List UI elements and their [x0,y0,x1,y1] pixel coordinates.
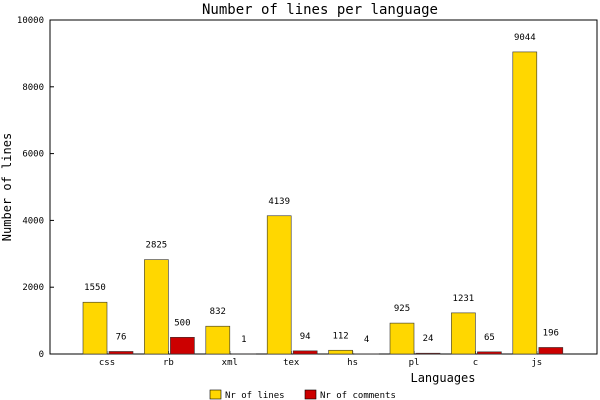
plot-frame [49,19,598,355]
x-axis-title: Languages [410,371,475,385]
value-label-comments-css: 76 [116,332,127,342]
y-axis-title: Number of lines [0,133,14,241]
x-tick-label-c: c [473,358,478,368]
x-tick-label-pl: pl [409,358,420,368]
value-label-lines-pl: 925 [394,304,410,314]
chart-title: Number of lines per language [202,2,438,18]
x-tick-label-xml: xml [222,358,238,368]
x-tick-label-css: css [99,358,115,368]
value-label-comments-rb: 500 [174,318,190,328]
x-tick-label-js: js [531,358,542,368]
x-tick-label-rb: rb [163,358,174,368]
value-label-comments-xml: 1 [241,335,246,345]
y-tick-label: 8000 [22,83,44,93]
legend-label-comments: Nr of comments [320,391,396,400]
value-label-lines-css: 1550 [84,283,106,293]
bar-lines-xml [205,325,231,355]
legend-swatch-comments [304,389,317,400]
bar-comments-c [477,351,502,355]
value-label-comments-js: 196 [543,328,559,338]
bar-lines-pl [389,322,415,355]
bar-comments-js [538,347,564,355]
bar-lines-hs [328,349,353,355]
value-label-lines-xml: 832 [210,307,226,317]
bar-comments-rb [170,336,195,355]
bar-lines-c [451,312,476,355]
legend-item-lines: Nr of lines [209,389,285,400]
bars-group [82,51,564,355]
value-label-lines-c: 1231 [453,294,475,304]
y-tick-label: 2000 [22,283,44,293]
y-tick-label: 6000 [22,150,44,160]
value-labels-group: 1550 76 2825 500 832 1 4139 94 112 4 925 24 1231 65 90… [84,33,559,345]
x-tick-label-tex: tex [283,358,300,368]
value-label-comments-tex: 94 [300,332,311,342]
value-label-comments-hs: 4 [364,335,369,345]
value-label-comments-c: 65 [484,333,495,343]
bar-comments-css [108,351,134,355]
bar-lines-js [512,51,538,355]
y-tick-label: 10000 [17,16,44,26]
bar-lines-css [82,301,108,355]
legend-item-comments: Nr of comments [304,389,396,400]
value-label-comments-pl: 24 [423,334,434,344]
plot-area: 0 2000 4000 6000 8000 10000 css rb xml tex hs pl c j… [17,16,598,368]
value-label-lines-hs: 112 [332,331,348,341]
value-label-lines-tex: 4139 [268,197,290,207]
bar-lines-rb [144,259,169,355]
y-tick-label: 0 [39,350,44,360]
value-label-lines-rb: 2825 [146,241,168,251]
x-tick-label-hs: hs [347,358,358,368]
bar-lines-tex [266,215,292,355]
bar-comments-pl [415,352,441,355]
bar-comments-tex [292,350,318,355]
legend-label-lines: Nr of lines [225,391,285,400]
value-label-lines-js: 9044 [514,33,536,43]
legend-swatch-lines [209,389,222,400]
y-axis: 0 2000 4000 6000 8000 10000 [17,16,54,360]
y-tick-label: 4000 [22,216,44,226]
legend: Nr of lines Nr of comments [209,389,396,400]
